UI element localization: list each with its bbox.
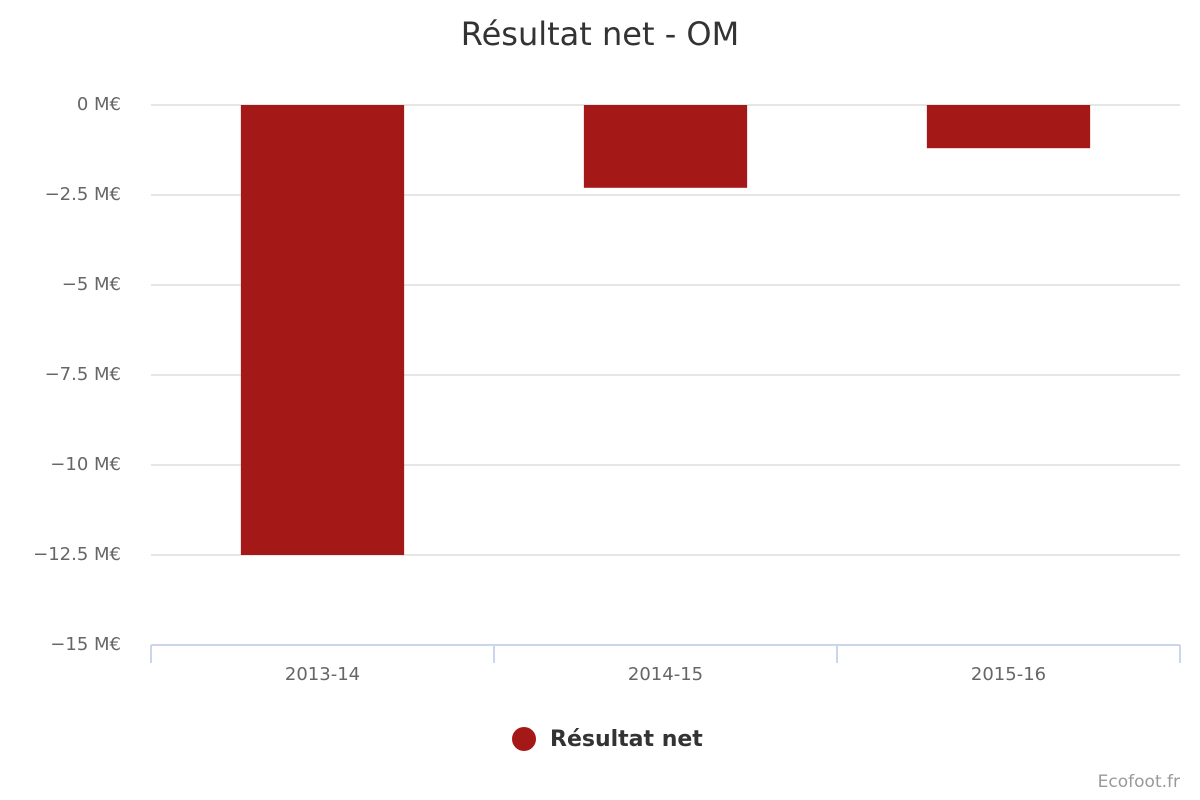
- y-tick-label: −12.5 M€: [33, 544, 121, 565]
- x-tick-label: 2015-16: [971, 664, 1046, 685]
- y-tick-label: −7.5 M€: [45, 364, 121, 385]
- credits: Ecofoot.fr: [1098, 772, 1180, 792]
- y-tick-label: −2.5 M€: [45, 184, 121, 205]
- bar: [583, 105, 748, 188]
- y-tick-label: −5 M€: [62, 274, 121, 295]
- bar: [240, 105, 405, 555]
- chart-title: Résultat net - OM: [461, 15, 739, 53]
- legend-marker: [512, 727, 536, 751]
- bar: [926, 105, 1091, 149]
- x-tick-label: 2014-15: [628, 664, 703, 685]
- legend-label: Résultat net: [550, 727, 703, 752]
- y-tick-label: −10 M€: [50, 454, 121, 475]
- y-tick-label: −15 M€: [50, 634, 121, 655]
- x-tick-label: 2013-14: [285, 664, 360, 685]
- y-tick-label: 0 M€: [77, 94, 121, 115]
